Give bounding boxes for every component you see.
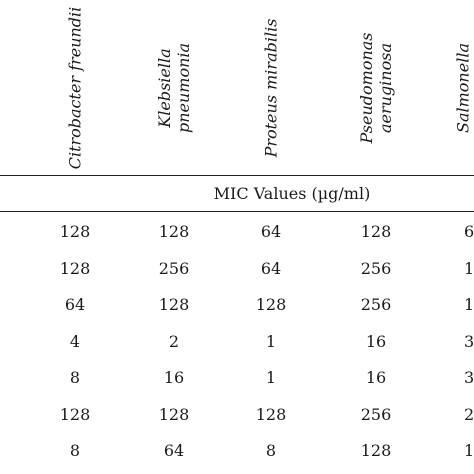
table-cell: 3: [464, 368, 474, 387]
table-cell: 8: [69, 441, 81, 460]
column-header-label-line1: Pseudomonas: [357, 32, 376, 144]
table-cell: 256: [360, 258, 392, 278]
table-cell: 2: [464, 404, 474, 424]
table-cell: 6: [464, 222, 474, 241]
table-cell: 256: [360, 295, 392, 314]
table-cell: 8: [69, 368, 81, 387]
table-row: 128 128 64 128 6: [0, 212, 474, 249]
subheader-rule: [0, 211, 474, 212]
table-cell: 64: [260, 222, 282, 241]
column-header-label-line2: pneumonia: [174, 42, 193, 134]
table-cell: 128: [360, 441, 392, 460]
table-cell: 1: [265, 368, 277, 387]
column-header-klebsiella-pneumonia: Klebsiella pneumonia: [147, 0, 201, 176]
table-row: 8 64 8 128 1: [0, 431, 474, 468]
column-header-proteus-mirabilis: Proteus mirabilis: [244, 0, 298, 176]
table-row: 4 2 1 16 3: [0, 322, 474, 359]
table-cell: 128: [158, 295, 190, 314]
table-cell: 3: [464, 331, 474, 351]
subheader-row: MIC Values (µg/ml): [0, 176, 474, 212]
column-header-citrobacter-freundii: Citrobacter freundii: [48, 0, 102, 176]
column-header-pseudomonas-aeruginosa: Pseudomonas aeruginosa: [349, 0, 403, 176]
table-cell: 128: [59, 404, 91, 424]
table-cell: 4: [69, 331, 81, 351]
table-cell: 2: [168, 331, 180, 351]
table-cell: 1: [464, 441, 474, 460]
table-cell: 128: [59, 258, 91, 278]
table-cell: 1: [265, 331, 277, 351]
table-row: 8 16 1 16 3: [0, 358, 474, 395]
table-cell: 128: [255, 295, 287, 314]
table-cell: 16: [365, 368, 387, 387]
table-cell: 128: [158, 222, 190, 241]
column-header-label: Proteus mirabilis: [261, 18, 281, 158]
column-header-label-line1: Klebsiella: [155, 48, 174, 128]
table-cell: 64: [163, 441, 185, 460]
table-row: 64 128 128 256 1: [0, 285, 474, 322]
column-header-label: Citrobacter freundii: [65, 6, 85, 170]
table-row: 128 256 64 256 1: [0, 249, 474, 286]
mic-values-label: MIC Values (µg/ml): [213, 184, 371, 203]
table-cell: 256: [360, 404, 392, 424]
table-cell: 16: [163, 368, 185, 387]
table-cell: 256: [158, 258, 190, 278]
column-header-salmonella: Salmonella: [436, 0, 474, 176]
column-header-row: Citrobacter freundii Klebsiella pneumoni…: [0, 0, 474, 176]
table-cell: 128: [59, 222, 91, 241]
table-cell: 128: [255, 404, 287, 424]
column-header-label: Salmonella: [453, 43, 473, 133]
table-row: 128 128 128 256 2: [0, 395, 474, 432]
table-cell: 128: [360, 222, 392, 241]
column-header-label-line2: aeruginosa: [376, 43, 395, 134]
table-body: 128 128 64 128 6 128 256 64 256 1 64 128…: [0, 212, 474, 468]
table-cell: 128: [158, 404, 190, 424]
header-rule: [0, 175, 474, 176]
table-cell: 8: [265, 441, 277, 460]
table-cell: 64: [64, 295, 86, 314]
table-cell: 1: [464, 258, 474, 278]
table-cell: 64: [260, 258, 282, 278]
table-cell: 16: [365, 331, 387, 351]
table-cell: 1: [464, 295, 474, 314]
